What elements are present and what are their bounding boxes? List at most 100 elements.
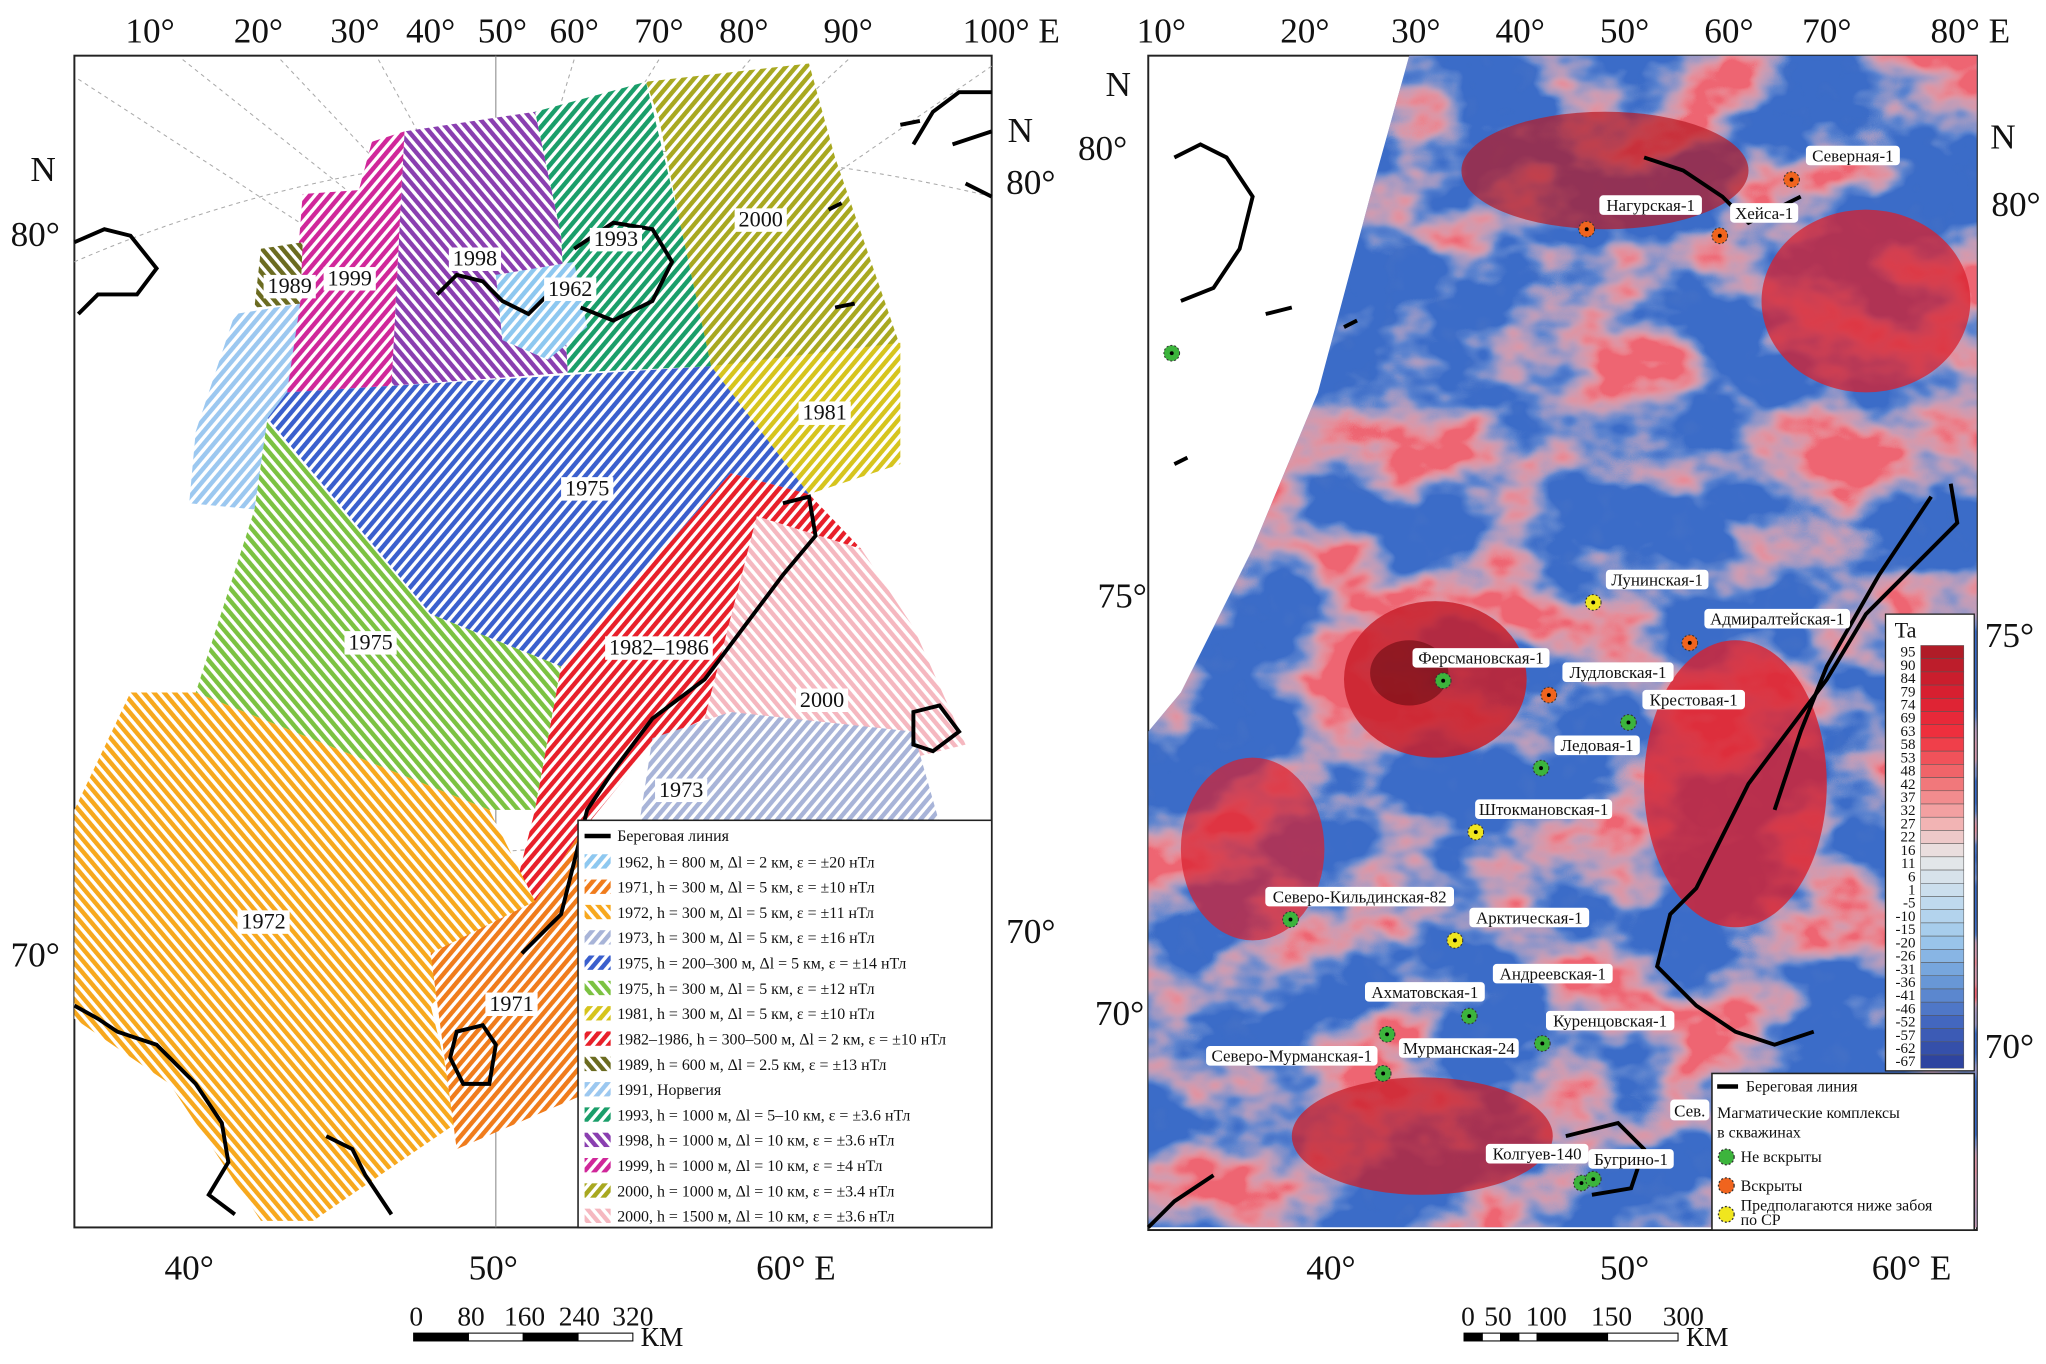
colorbar-tick-label: 32 [1901,803,1916,819]
colorbar-bin [1920,935,1965,950]
scale-segment [522,1332,579,1342]
well-label: Колгуев-140 [1493,1145,1582,1164]
area-label-bg [323,267,376,291]
colorbar-tick-label: 22 [1901,830,1916,846]
colorbar-tick-label: 74 [1901,698,1917,714]
coordinate-label: N [1990,117,2015,156]
colorbar-bin [1920,962,1965,977]
coordinate-label: 70° [1802,12,1851,51]
colorbar-tick-label: -26 [1896,949,1916,965]
survey-area [267,366,810,667]
region-label-sev: Сев. [1674,1102,1705,1121]
well-center-dot [1288,917,1293,922]
below-bottom-marker-icon [1717,1205,1735,1223]
coordinate-label: 70° [1985,1027,2034,1066]
legend-item-label: 1989, h = 600 м, Δl = 2.5 км, ε = ±13 нТ… [617,1057,886,1074]
well-label: Бугрино-1 [1594,1150,1668,1169]
scale-segment [1607,1332,1679,1342]
colorbar-tick-label: -46 [1896,1001,1916,1017]
colorbar-tick-label: 79 [1901,684,1916,700]
well-center-dot [1381,1071,1386,1076]
scale-segment [1518,1332,1538,1342]
well-label-bg [1588,1149,1674,1169]
area-label-bg [344,631,397,655]
area-label-bg [798,401,851,425]
well-center-dot [1452,938,1457,943]
not-opened-marker-icon [1717,1148,1735,1166]
colorbar-tick-label: 11 [1901,856,1915,872]
left-legend: Береговая линия 1962, h = 800 м, Δl = 2 … [577,819,993,1229]
legend-swatch [584,930,611,945]
coordinate-label: 40° [406,12,455,51]
legend-swatch [584,904,611,920]
well-label: Хейса-1 [1735,204,1793,223]
scale-unit: КМ [1686,1322,1729,1352]
scale-tick-label: 240 [559,1301,600,1331]
coordinate-label: 40° [165,1249,214,1288]
area-label-bg [795,688,849,713]
region-label-bg [1670,1099,1710,1121]
well-label: Северо-Мурманская-1 [1212,1047,1373,1066]
well-label-bg [1554,735,1640,756]
colorbar-tick-label: 69 [1901,711,1916,727]
colorbar-tick-label: 95 [1901,645,1916,661]
coordinate-label: 10° [1137,12,1186,51]
colorbar-tick-label: 84 [1901,671,1917,687]
coordinate-label: 80° [719,12,768,51]
colorbar-bin [1920,922,1965,937]
well-label: Мурманская-24 [1403,1039,1516,1058]
colorbar-bin [1920,896,1965,910]
legend-swatch [584,1183,611,1198]
legend-item-label: 1982–1986, h = 300–500 м, Δl = 2 км, ε =… [617,1031,946,1048]
legend-coastline-label: Береговая линия [617,828,729,845]
area-label-bg [605,636,713,660]
area-label: 1999 [328,265,372,290]
coordinate-label: 80° [1991,185,2040,224]
legend-swatch [584,1158,611,1173]
well-label-bg [1730,203,1799,223]
colorbar-tick-label: -41 [1896,988,1916,1004]
coordinate-label: 80° E [1931,12,2011,51]
well-center-dot [1717,233,1722,238]
area-label: 1993 [594,226,638,251]
scale-tick-label: 300 [1663,1301,1704,1331]
legend-swatch [584,980,611,996]
colorbar-tick-label: -5 [1903,896,1916,912]
legend-item-label: 1971, h = 300 м, Δl = 5 км, ε = ±10 нТл [617,880,874,897]
well-label: Арктическая-1 [1476,908,1583,927]
well-center-dot [1539,766,1543,771]
colorbar-bin [1920,988,1965,1003]
area-label-bg [734,208,787,232]
scale-segment [413,1332,469,1342]
left-map: 2000 1993 1998 1962 1989 1999 1981 1975 1975 1982… [11,12,1060,1353]
legend-swatch [584,1208,611,1223]
colorbar-bin [1920,645,1965,659]
coordinate-label: 50° [1600,1249,1649,1288]
area-label: 1975 [565,475,609,500]
coordinate-label: 80° [1078,129,1127,168]
area-label-bg [589,227,642,252]
legend-item-label: 1981, h = 300 м, Δl = 5 км, ε = ±10 нТл [617,1006,874,1023]
scale-segment [1500,1332,1520,1342]
well-center-dot [1584,227,1589,232]
area-label: 1989 [268,273,312,298]
coordinate-label: 70° [634,12,683,51]
well-center-dot [1687,640,1692,645]
legend-title-line2: в скважинах [1717,1124,1801,1141]
legend-swatch [584,1107,611,1122]
well-label: Ахматовская-1 [1371,983,1478,1002]
legend-swatch [584,879,611,894]
coordinate-label: N [1106,65,1131,104]
colorbar-tick-label: 90 [1901,658,1916,674]
well-label-bg [1599,195,1702,215]
well-label-bg [1485,1143,1589,1164]
colorbar-bin [1920,909,1965,924]
colorbar-tick-label: -67 [1896,1054,1916,1070]
coordinate-label: 60° E [1872,1249,1952,1288]
coordinate-label: 60° [549,12,598,51]
coordinate-label: 50° [1600,12,1649,51]
scale-segment [1481,1332,1502,1342]
well-label-bg [1605,569,1709,590]
well-label: Куренцовская-1 [1553,1011,1667,1030]
